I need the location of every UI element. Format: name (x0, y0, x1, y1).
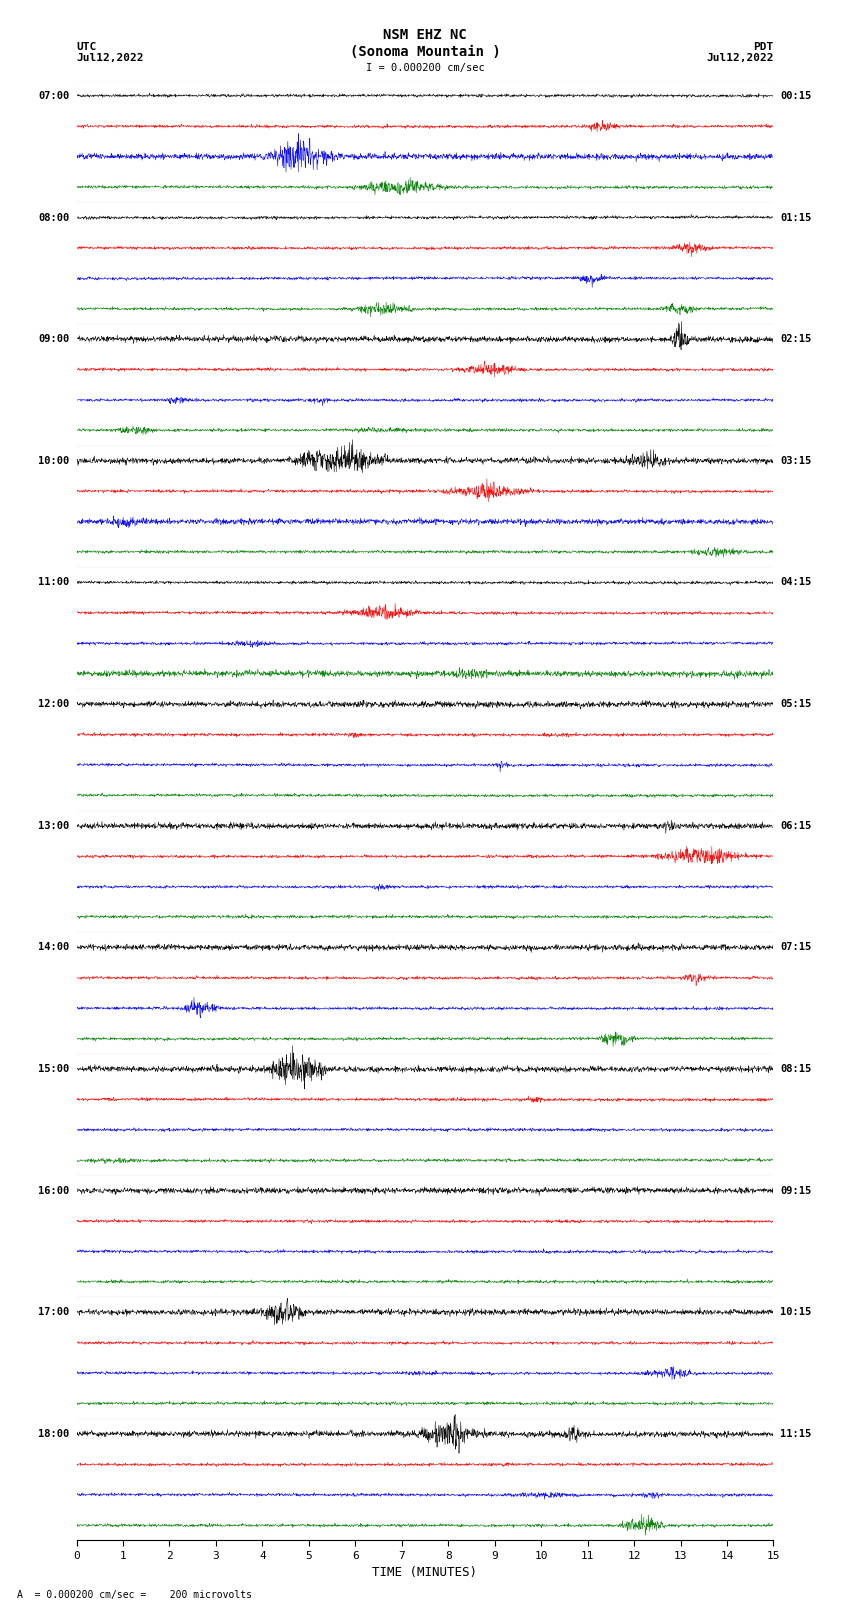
Text: 08:15: 08:15 (780, 1065, 812, 1074)
Text: PDT: PDT (753, 42, 774, 52)
Text: Jul12,2022: Jul12,2022 (706, 53, 774, 63)
Text: 12:00: 12:00 (38, 698, 70, 710)
Text: UTC: UTC (76, 42, 97, 52)
Text: 10:15: 10:15 (780, 1307, 812, 1318)
Title: NSM EHZ NC
(Sonoma Mountain ): NSM EHZ NC (Sonoma Mountain ) (349, 29, 501, 58)
Text: 10:00: 10:00 (38, 456, 70, 466)
Text: A  = 0.000200 cm/sec =    200 microvolts: A = 0.000200 cm/sec = 200 microvolts (17, 1590, 252, 1600)
Text: 09:00: 09:00 (38, 334, 70, 344)
Text: 11:15: 11:15 (780, 1429, 812, 1439)
Text: 07:00: 07:00 (38, 90, 70, 102)
Text: Jul12,2022: Jul12,2022 (76, 53, 144, 63)
Text: I = 0.000200 cm/sec: I = 0.000200 cm/sec (366, 63, 484, 73)
Text: 02:15: 02:15 (780, 334, 812, 344)
Text: 04:15: 04:15 (780, 577, 812, 587)
X-axis label: TIME (MINUTES): TIME (MINUTES) (372, 1566, 478, 1579)
Text: 15:00: 15:00 (38, 1065, 70, 1074)
Text: 13:00: 13:00 (38, 821, 70, 831)
Text: 06:15: 06:15 (780, 821, 812, 831)
Text: 16:00: 16:00 (38, 1186, 70, 1195)
Text: 03:15: 03:15 (780, 456, 812, 466)
Text: 00:15: 00:15 (780, 90, 812, 102)
Text: 05:15: 05:15 (780, 698, 812, 710)
Text: 01:15: 01:15 (780, 213, 812, 223)
Text: 18:00: 18:00 (38, 1429, 70, 1439)
Text: 07:15: 07:15 (780, 942, 812, 952)
Text: 11:00: 11:00 (38, 577, 70, 587)
Text: 14:00: 14:00 (38, 942, 70, 952)
Text: 09:15: 09:15 (780, 1186, 812, 1195)
Text: 08:00: 08:00 (38, 213, 70, 223)
Text: 17:00: 17:00 (38, 1307, 70, 1318)
